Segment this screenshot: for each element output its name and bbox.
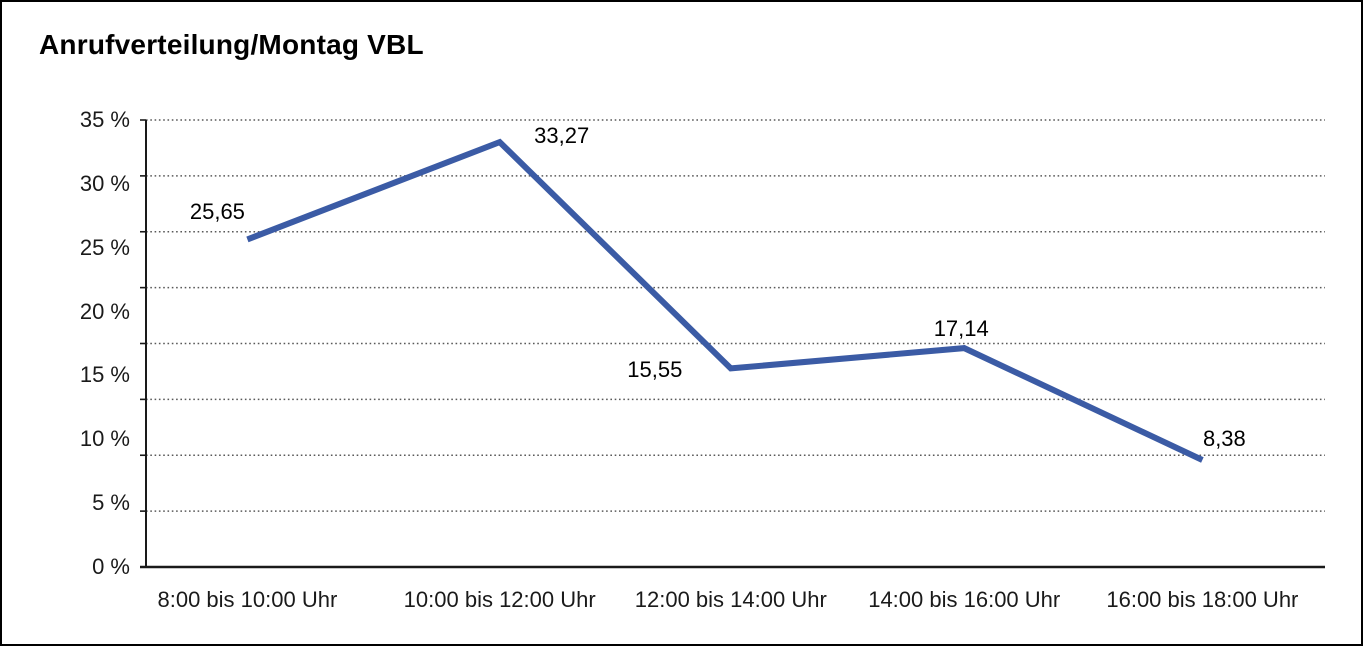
y-axis-label: 25 % bbox=[79, 234, 130, 260]
chart-title: Anrufverteilung/Montag VBL bbox=[39, 29, 424, 60]
data-line bbox=[246, 138, 1204, 463]
x-axis-label: 8:00 bis 10:00 Uhr bbox=[157, 587, 338, 612]
value-label: 15,55 bbox=[627, 357, 683, 383]
value-label: 17,14 bbox=[933, 316, 989, 342]
y-axis-label: 35 % bbox=[79, 107, 130, 132]
value-label: 25,65 bbox=[189, 199, 245, 225]
y-axis-label: 10 % bbox=[79, 426, 130, 452]
x-axis-label: 12:00 bis 14:00 Uhr bbox=[634, 587, 827, 612]
y-axis-label: 0 % bbox=[92, 554, 130, 579]
value-label: 8,38 bbox=[1202, 425, 1246, 451]
y-axis-label: 15 % bbox=[79, 362, 130, 388]
y-axis-label: 5 % bbox=[92, 490, 130, 516]
x-axis-label: 14:00 bis 16:00 Uhr bbox=[868, 587, 1061, 612]
plot-area: 35 % 30 % 25 % 20 % 15 % 10 % 5 % 0 % 8:00 bis 1… bbox=[80, 107, 1325, 612]
value-label: 33,27 bbox=[534, 123, 590, 149]
x-axis-label: 10:00 bis 12:00 Uhr bbox=[403, 587, 596, 612]
x-axis-label: 16:00 bis 18:00 Uhr bbox=[1106, 587, 1299, 612]
line-chart-svg bbox=[140, 119, 1325, 569]
y-axis-label: 30 % bbox=[79, 170, 130, 196]
y-axis-label: 20 % bbox=[79, 298, 130, 324]
